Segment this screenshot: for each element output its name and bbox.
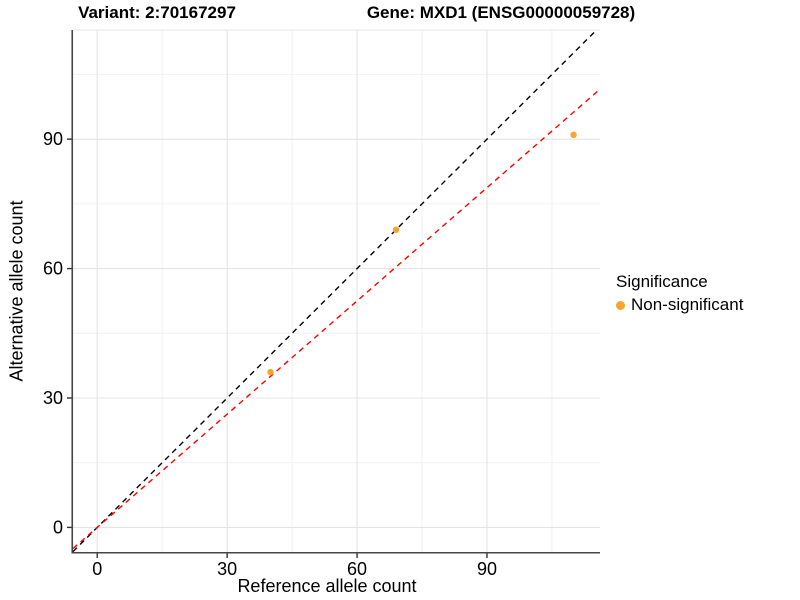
- y-tick-label: 60: [43, 259, 63, 279]
- data-point: [267, 368, 274, 376]
- y-tick-label: 30: [43, 388, 63, 408]
- y-tick-label: 0: [53, 517, 63, 537]
- legend-title: Significance: [616, 272, 708, 291]
- x-tick-label: 30: [217, 559, 237, 579]
- legend-point-icon: [616, 300, 625, 310]
- x-tick-label: 90: [477, 559, 497, 579]
- gene-title: Gene: MXD1 (ENSG00000059728): [366, 3, 636, 22]
- legend-item-label: Non-significant: [631, 295, 744, 314]
- data-point: [570, 131, 577, 139]
- x-tick-label: 60: [347, 559, 367, 579]
- legend-item: Non-significant: [616, 295, 743, 315]
- x-tick-label: 0: [92, 559, 102, 579]
- x-axis-title: Reference allele count: [237, 576, 417, 596]
- fit-line: [72, 88, 601, 550]
- data-point: [392, 226, 400, 233]
- variant-title: Variant: 2:70167297: [78, 3, 236, 22]
- identity-line: [72, 29, 598, 553]
- legend: Significance Non-significant: [616, 272, 743, 315]
- y-tick-label: 90: [43, 129, 63, 149]
